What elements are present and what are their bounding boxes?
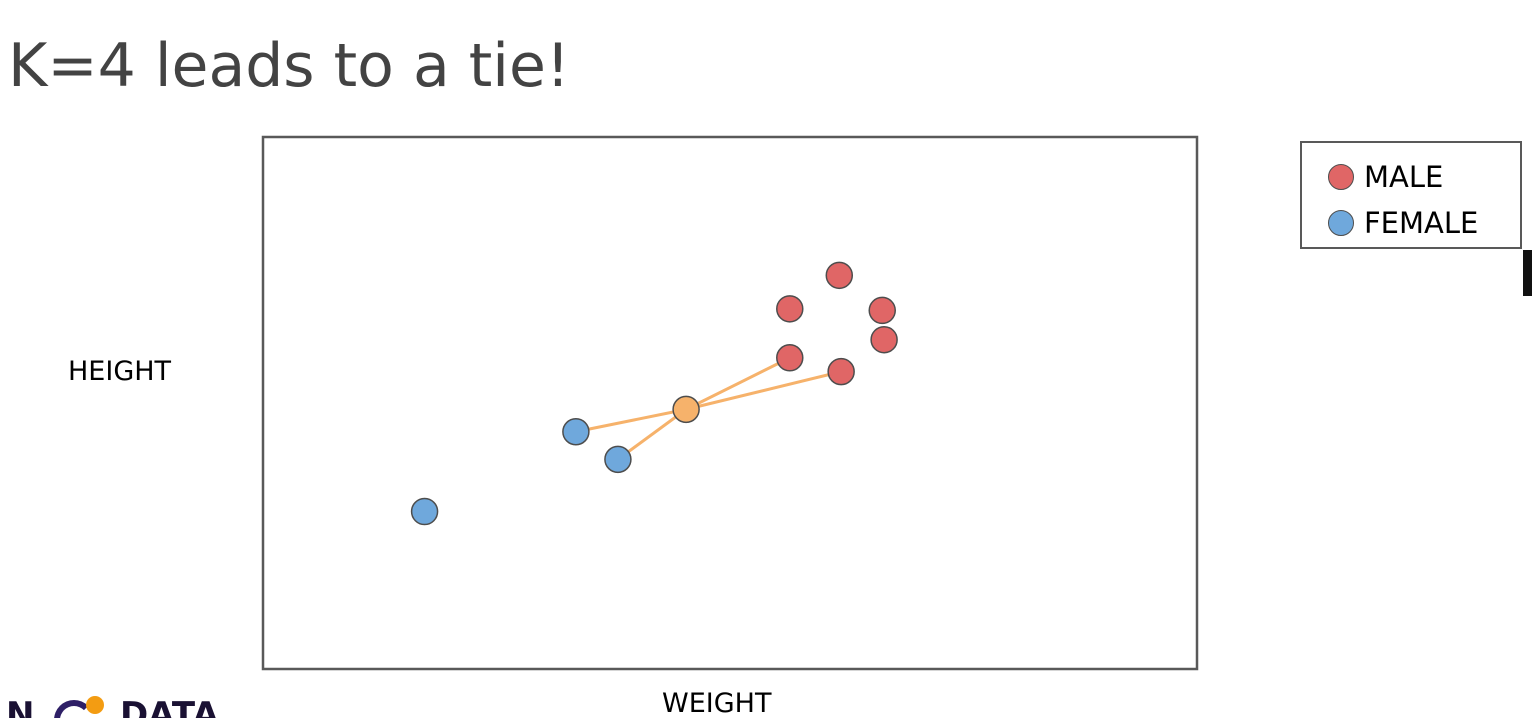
query-point: [672, 395, 700, 424]
male-point-6: [827, 357, 855, 386]
male-point-5: [776, 344, 804, 372]
female-swatch-icon: [1328, 210, 1354, 236]
logo-dot-icon: [86, 696, 104, 714]
male-point-1: [868, 296, 896, 325]
female-point-3: [410, 497, 439, 526]
legend-label-female: FEMALE: [1364, 206, 1479, 240]
slide-title: K=4 leads to a tie!: [8, 31, 570, 101]
neighbor-lines: [575, 356, 842, 461]
male-swatch-icon: [1328, 164, 1354, 190]
x-axis-label: WEIGHT: [662, 688, 772, 718]
legend: MALE FEMALE: [1300, 141, 1522, 249]
logo-text-right: DATA: [120, 695, 219, 718]
neighbor-line-3: [575, 407, 687, 434]
male-point-4: [776, 295, 804, 323]
y-axis-label: HEIGHT: [68, 356, 172, 387]
plot-frame: [261, 135, 1199, 671]
legend-entry-male: MALE: [1328, 159, 1443, 195]
neighbor-line-1: [685, 356, 791, 411]
logo-arc-icon: [54, 700, 94, 718]
female-point-1: [562, 417, 590, 446]
legend-entry-female: FEMALE: [1328, 205, 1478, 241]
neighbor-line-2: [685, 370, 842, 411]
edge-bar: [1523, 250, 1532, 296]
neighbor-line-4: [617, 408, 687, 461]
data-points: [410, 261, 898, 526]
female-point-2: [604, 445, 632, 474]
brand-logo: N DATA: [0, 694, 260, 718]
legend-label-male: MALE: [1364, 160, 1444, 194]
logo-text-left: N: [6, 695, 35, 718]
male-point-2: [825, 261, 854, 290]
male-point-3: [870, 325, 898, 354]
